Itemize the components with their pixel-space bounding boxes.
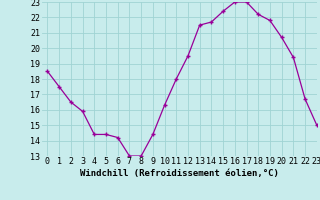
X-axis label: Windchill (Refroidissement éolien,°C): Windchill (Refroidissement éolien,°C) xyxy=(80,169,279,178)
